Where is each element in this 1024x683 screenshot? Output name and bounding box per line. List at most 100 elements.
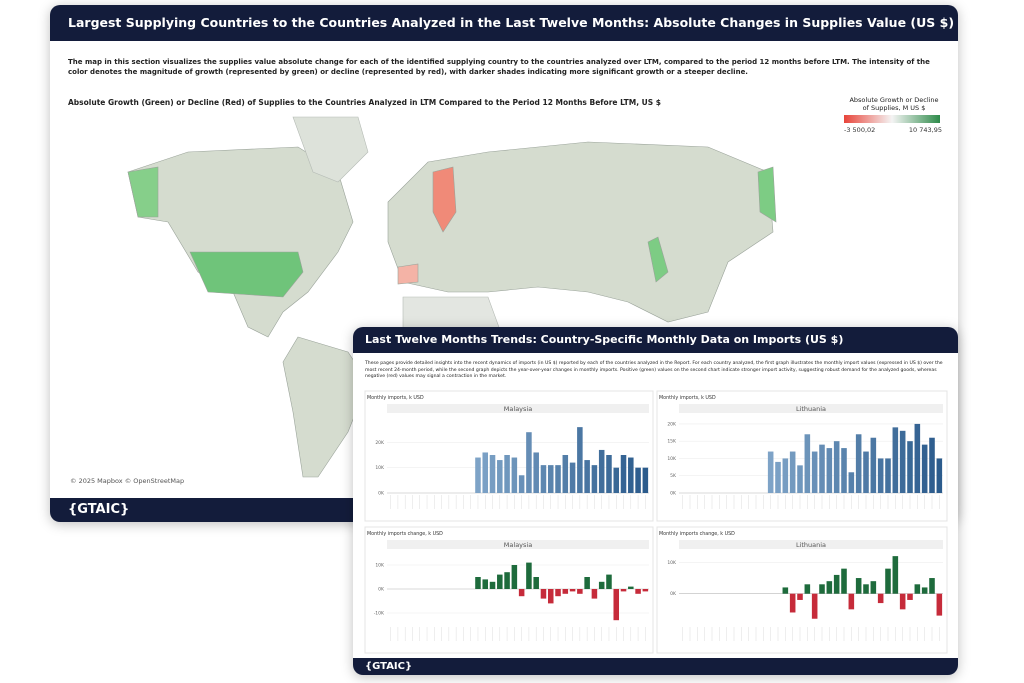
bar <box>877 458 884 493</box>
bar <box>613 589 620 621</box>
y-tick-label: 10K <box>667 456 677 462</box>
y-tick-label: 0K <box>670 491 677 497</box>
bar <box>569 589 576 592</box>
bar <box>797 593 803 600</box>
bar <box>569 462 576 493</box>
bar <box>533 577 539 589</box>
bar <box>804 434 811 493</box>
bar <box>855 434 862 493</box>
bar <box>591 465 598 493</box>
bar <box>547 589 554 604</box>
alaska <box>127 166 159 218</box>
bar <box>811 593 818 619</box>
bar <box>547 465 554 493</box>
bar <box>489 581 496 589</box>
bar <box>936 593 943 616</box>
bar <box>892 556 899 594</box>
description: The map in this section visualizes the s… <box>68 58 930 76</box>
chart-label: Monthly imports change, k USD <box>367 531 443 537</box>
bar <box>598 581 605 589</box>
logo: {GTAIC} <box>353 658 958 675</box>
y-tick-label: 15K <box>667 439 677 445</box>
bar <box>907 441 913 493</box>
sweden <box>432 166 457 233</box>
bar <box>562 455 569 493</box>
y-tick-label: 5K <box>670 473 677 479</box>
bar <box>775 461 781 493</box>
legend-max: 10 743,95 <box>908 126 942 134</box>
bar <box>511 565 518 589</box>
bar <box>540 589 547 599</box>
bar <box>907 593 913 600</box>
y-tick-label: 0K <box>378 491 385 497</box>
bar <box>848 472 855 493</box>
chart-header <box>679 404 943 413</box>
bar <box>848 593 855 610</box>
legend-gradient <box>844 115 940 123</box>
bar <box>833 441 840 493</box>
bar <box>533 452 539 493</box>
bar <box>877 593 884 604</box>
bar <box>767 451 774 493</box>
bar <box>885 568 891 594</box>
bar <box>475 457 481 493</box>
panel-title: Last Twelve Months Trends: Country-Speci… <box>353 327 958 353</box>
bar <box>885 458 891 493</box>
bar <box>497 460 503 493</box>
map-title: Absolute Growth (Green) or Decline (Red)… <box>68 98 662 107</box>
charts: Monthly imports, k USD Malaysia 0K 10K 20K Mo… <box>364 390 948 654</box>
bar <box>870 581 877 594</box>
bar <box>635 467 641 493</box>
chart-header <box>387 540 649 549</box>
bar <box>929 578 935 594</box>
bar <box>482 579 489 589</box>
bar <box>789 451 796 493</box>
chart-title: Malaysia <box>504 541 532 549</box>
bar <box>504 572 510 589</box>
bar <box>584 460 590 493</box>
attribution: © 2025 Mapbox © OpenStreetMap <box>70 477 185 485</box>
y-tick-label: 10K <box>667 560 677 566</box>
description: These pages provide detailed insights in… <box>365 361 943 379</box>
bar <box>511 457 518 493</box>
trends-panel: Last Twelve Months Trends: Country-Speci… <box>353 327 958 675</box>
bar <box>921 444 928 493</box>
bar <box>504 455 510 493</box>
bar <box>921 587 928 594</box>
bar <box>613 467 620 493</box>
chart-title: Lithuania <box>796 541 826 549</box>
bar <box>870 437 877 493</box>
bar <box>797 465 803 493</box>
y-tick-label: 0K <box>378 587 385 593</box>
bar <box>855 578 862 594</box>
legend-min: -3 500,02 <box>844 126 876 134</box>
bar <box>598 449 605 493</box>
chart-header <box>679 540 943 549</box>
bar <box>497 574 503 589</box>
bar <box>526 432 532 493</box>
japan <box>647 236 669 283</box>
bar <box>562 589 569 594</box>
bar <box>782 587 789 594</box>
usa <box>189 251 304 298</box>
bar <box>841 448 847 493</box>
kamchatka <box>757 166 777 223</box>
bar <box>518 589 525 597</box>
y-tick-label: 10K <box>375 465 385 471</box>
bar <box>899 593 906 610</box>
y-tick-label: 10K <box>375 563 385 569</box>
bar <box>899 430 906 493</box>
bar <box>833 574 840 594</box>
bar <box>863 584 869 594</box>
bar <box>914 423 921 493</box>
bar <box>540 465 547 493</box>
bar <box>811 451 818 493</box>
y-tick-label: 0K <box>670 591 677 597</box>
bar <box>555 465 561 493</box>
bar <box>642 589 649 592</box>
bar <box>635 589 641 594</box>
bar <box>489 455 496 493</box>
greenland <box>292 116 369 183</box>
legend-title: Absolute Growth or Decline of Supplies, … <box>849 96 939 112</box>
